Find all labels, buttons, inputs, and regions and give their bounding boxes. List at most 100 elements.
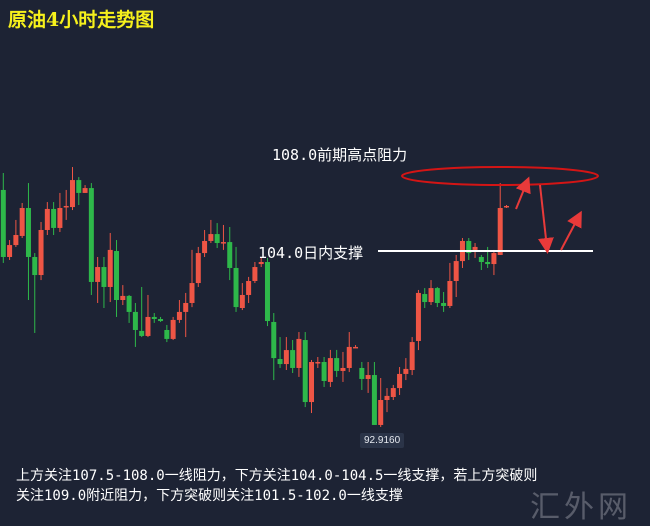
candle-body (290, 350, 296, 368)
candle-body (302, 340, 308, 403)
candle-body (378, 400, 384, 425)
candle-body (296, 338, 302, 368)
candle (19, 202, 25, 238)
candle-body (114, 251, 120, 300)
candle (233, 246, 239, 312)
candle (76, 177, 82, 206)
candle (107, 232, 113, 303)
candle (44, 202, 50, 236)
candle-body (95, 267, 101, 282)
candle-body (164, 329, 170, 339)
candle-body (258, 262, 264, 265)
candle (453, 254, 459, 298)
candle (63, 189, 69, 220)
candle (309, 359, 315, 414)
candle-body (145, 316, 151, 336)
candle-body (88, 188, 94, 282)
arrow-up-2 (560, 210, 582, 251)
candle (466, 237, 472, 260)
candle-body (428, 288, 434, 303)
candle (95, 256, 101, 303)
candle-body (491, 253, 497, 265)
candle (478, 254, 484, 271)
candle (25, 183, 31, 300)
candle-body (472, 246, 478, 250)
candle-body (170, 319, 176, 339)
candle (365, 362, 371, 393)
candle (428, 280, 434, 306)
candle (409, 337, 415, 376)
candle (334, 349, 340, 377)
candle-body (359, 367, 365, 379)
candle-body (32, 256, 38, 276)
candle (164, 324, 170, 343)
candle (101, 256, 107, 309)
candle (371, 362, 377, 425)
candle-body (327, 358, 333, 382)
candle-body (466, 240, 472, 254)
candle-body (51, 208, 57, 228)
candle (315, 356, 321, 368)
candle-body (44, 208, 50, 230)
candle-body (189, 283, 195, 303)
candle-body (233, 267, 239, 308)
candle (189, 249, 195, 308)
candle-body (69, 180, 75, 208)
candle (13, 219, 19, 247)
candle (283, 337, 289, 371)
resistance-label: 108.0前期高点阻力 (272, 146, 408, 164)
candle (447, 262, 453, 309)
arrow-down (537, 184, 554, 254)
candle-body (239, 294, 245, 309)
candle-body (371, 375, 377, 425)
candle (158, 316, 164, 322)
candle (415, 289, 421, 351)
candle-body (246, 281, 252, 295)
candle-body (321, 362, 327, 382)
candle-body (139, 330, 145, 336)
candle (176, 300, 182, 323)
candle-body (220, 242, 226, 244)
candle (359, 362, 365, 390)
candle-body (485, 262, 491, 265)
candle-body (76, 180, 82, 193)
candle-body (25, 208, 31, 257)
candle-body (7, 245, 13, 257)
candle-body (504, 205, 509, 208)
candle (38, 221, 44, 281)
candle (145, 294, 151, 338)
candle-body (497, 208, 503, 255)
candle (258, 256, 264, 268)
candle-body (151, 316, 157, 319)
candle-body (101, 267, 107, 287)
candle (422, 288, 428, 309)
candle (82, 185, 88, 193)
candle (7, 240, 13, 260)
candle (139, 286, 145, 338)
candle-body (365, 375, 371, 379)
candle (151, 313, 157, 323)
candle (120, 285, 126, 306)
candle-body (384, 395, 390, 400)
candle (239, 283, 245, 311)
candle (264, 257, 270, 327)
candle-body (57, 208, 63, 228)
analysis-note: 上方关注107.5-108.0一线阻力，下方关注104.0-104.5一线支撑，… (16, 466, 537, 506)
candle-body (264, 262, 270, 322)
candle (126, 294, 132, 323)
candle-body (309, 362, 315, 403)
candle-body (397, 373, 403, 389)
chart-title: 原油4小时走势图 (8, 9, 155, 31)
candle-body (176, 311, 182, 320)
candle-body (195, 253, 201, 284)
candle (353, 345, 359, 349)
resistance-ellipse (401, 166, 599, 186)
candle-body (158, 318, 164, 322)
candle (321, 356, 327, 387)
candle-body (252, 267, 258, 282)
candle-body (409, 342, 415, 371)
candle-body (346, 346, 352, 368)
candle-body (334, 358, 340, 371)
candle (170, 316, 176, 341)
